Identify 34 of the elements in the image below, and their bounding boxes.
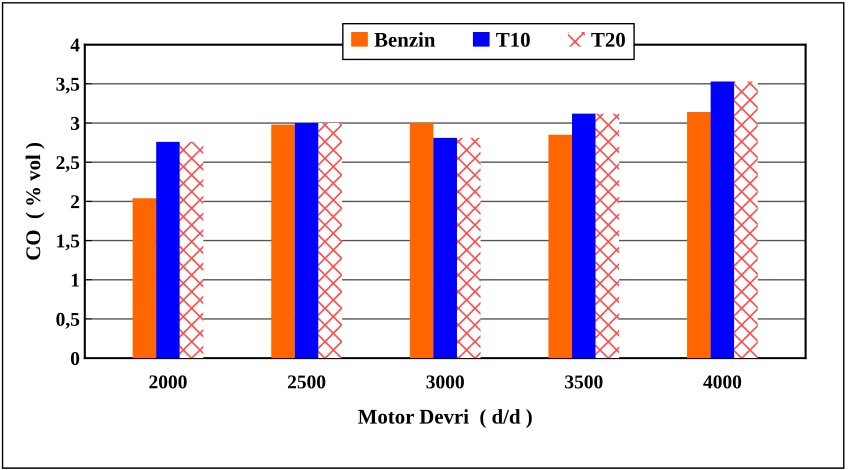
bar (596, 114, 620, 358)
bar (180, 142, 204, 358)
legend-label: Benzin (374, 32, 436, 47)
bar (156, 142, 180, 358)
legend-label: T20 (591, 32, 625, 47)
y-tick-label: 3 (70, 116, 80, 130)
bar (294, 123, 318, 358)
bar (410, 123, 434, 358)
bar (132, 198, 156, 358)
bar (572, 114, 596, 358)
bar (687, 112, 711, 358)
x-tick-label: 2500 (288, 375, 326, 388)
bar (710, 81, 734, 358)
bar (318, 123, 342, 358)
y-axis-title: CO ( % vol ) (26, 143, 45, 260)
y-tick-label: 1 (72, 274, 79, 287)
y-tick-label: 3,5 (56, 78, 80, 94)
bar (271, 124, 295, 358)
y-tick-label: 2 (71, 195, 80, 208)
legend-label: T10 (496, 32, 530, 47)
bar (548, 134, 572, 358)
y-tick-label: 1,5 (57, 234, 80, 250)
x-tick-label: 2000 (149, 375, 187, 388)
y-tick-label: 0 (70, 352, 80, 366)
x-tick-label: 3500 (565, 375, 603, 388)
bar (433, 138, 457, 358)
y-tick-label: 4 (70, 38, 80, 52)
y-tick-label: 2,5 (56, 156, 80, 172)
bar (734, 81, 758, 358)
bar (456, 138, 481, 358)
x-tick-label: 3000 (426, 375, 464, 388)
x-axis-title: Motor Devri ( d/d ) (358, 409, 532, 428)
x-tick-label: 4000 (703, 375, 742, 388)
y-tick-label: 0,5 (56, 312, 80, 329)
